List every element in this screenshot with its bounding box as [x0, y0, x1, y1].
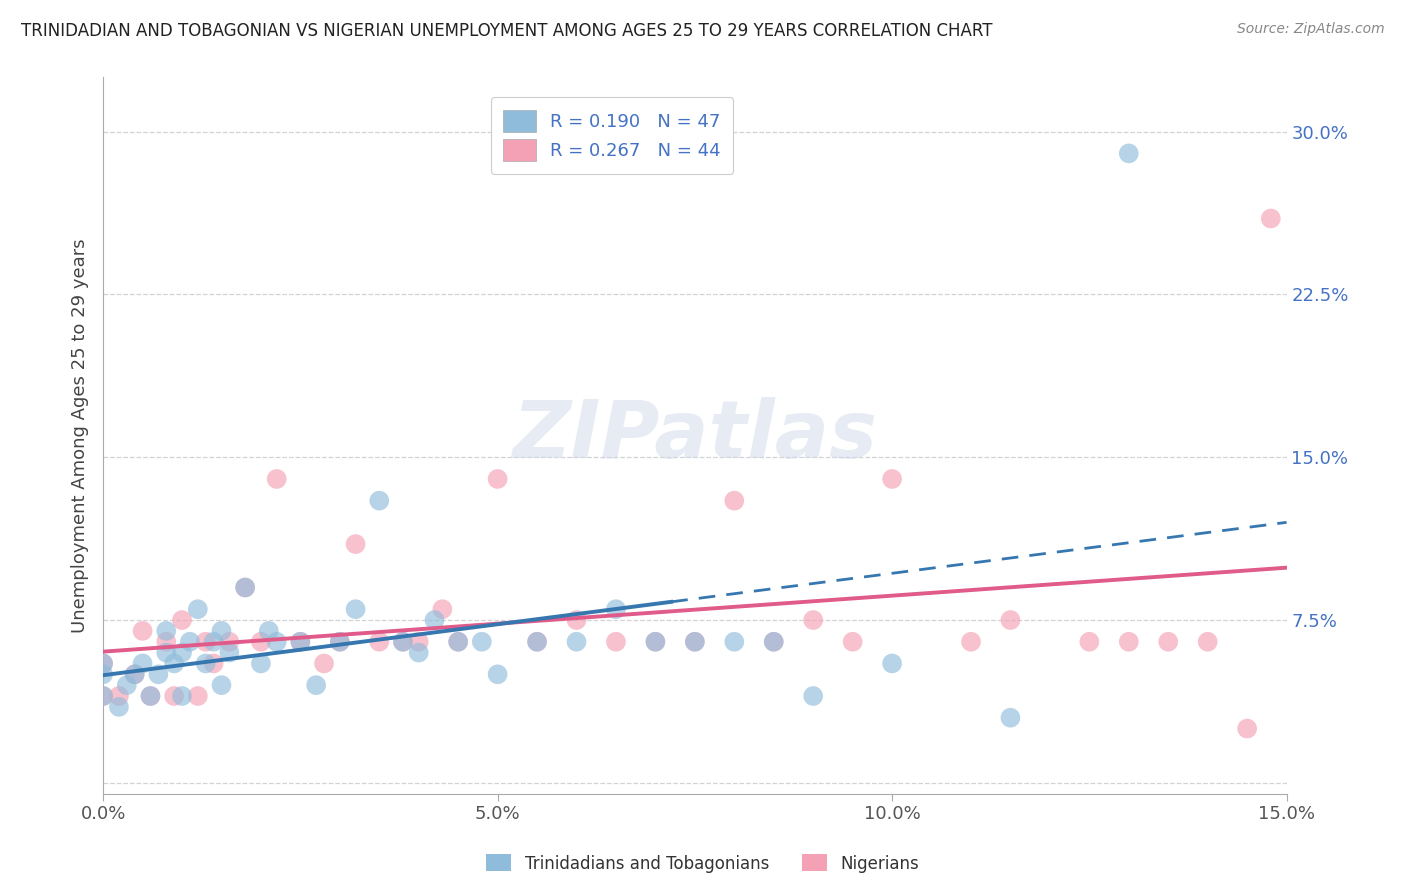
Point: [486, 667, 509, 681]
Legend: Trinidadians and Tobagonians, Nigerians: Trinidadians and Tobagonians, Nigerians: [479, 847, 927, 880]
Point: [170, 613, 193, 627]
Point: [329, 634, 352, 648]
Point: [290, 634, 312, 648]
Legend: R = 0.190   N = 47, R = 0.267   N = 44: R = 0.190 N = 47, R = 0.267 N = 44: [491, 97, 734, 174]
Point: [194, 657, 217, 671]
Point: [218, 646, 240, 660]
Point: [880, 472, 903, 486]
Point: [368, 634, 391, 648]
Point: [91, 689, 114, 703]
Point: [233, 581, 256, 595]
Point: [344, 537, 367, 551]
Point: [408, 634, 430, 648]
Text: ZIPatlas: ZIPatlas: [512, 397, 877, 475]
Point: [1078, 634, 1101, 648]
Point: [187, 689, 209, 703]
Point: [1197, 634, 1219, 648]
Point: [423, 613, 446, 627]
Text: Source: ZipAtlas.com: Source: ZipAtlas.com: [1237, 22, 1385, 37]
Point: [194, 634, 217, 648]
Point: [683, 634, 706, 648]
Point: [211, 624, 233, 638]
Point: [801, 689, 824, 703]
Point: [526, 634, 548, 648]
Point: [486, 472, 509, 486]
Point: [801, 613, 824, 627]
Point: [108, 699, 131, 714]
Point: [131, 657, 153, 671]
Point: [91, 657, 114, 671]
Point: [139, 689, 162, 703]
Point: [250, 657, 273, 671]
Point: [170, 646, 193, 660]
Point: [1000, 613, 1022, 627]
Point: [841, 634, 863, 648]
Point: [155, 634, 177, 648]
Point: [250, 634, 273, 648]
Point: [187, 602, 209, 616]
Point: [605, 602, 627, 616]
Point: [1236, 722, 1258, 736]
Point: [155, 624, 177, 638]
Point: [305, 678, 328, 692]
Point: [179, 634, 201, 648]
Point: [880, 657, 903, 671]
Point: [392, 634, 415, 648]
Point: [91, 689, 114, 703]
Text: TRINIDADIAN AND TOBAGONIAN VS NIGERIAN UNEMPLOYMENT AMONG AGES 25 TO 29 YEARS CO: TRINIDADIAN AND TOBAGONIAN VS NIGERIAN U…: [21, 22, 993, 40]
Point: [202, 634, 225, 648]
Point: [565, 634, 588, 648]
Point: [644, 634, 666, 648]
Point: [762, 634, 785, 648]
Point: [723, 493, 745, 508]
Point: [290, 634, 312, 648]
Point: [1118, 146, 1140, 161]
Point: [605, 634, 627, 648]
Point: [329, 634, 352, 648]
Point: [91, 667, 114, 681]
Point: [148, 667, 170, 681]
Point: [1260, 211, 1282, 226]
Point: [163, 689, 186, 703]
Point: [471, 634, 494, 648]
Point: [1000, 711, 1022, 725]
Point: [124, 667, 146, 681]
Point: [108, 689, 131, 703]
Point: [1118, 634, 1140, 648]
Point: [266, 472, 288, 486]
Y-axis label: Unemployment Among Ages 25 to 29 years: Unemployment Among Ages 25 to 29 years: [72, 238, 89, 632]
Point: [218, 634, 240, 648]
Point: [115, 678, 138, 692]
Point: [266, 634, 288, 648]
Point: [170, 689, 193, 703]
Point: [723, 634, 745, 648]
Point: [526, 634, 548, 648]
Point: [211, 678, 233, 692]
Point: [124, 667, 146, 681]
Point: [312, 657, 335, 671]
Point: [344, 602, 367, 616]
Point: [447, 634, 470, 648]
Point: [565, 613, 588, 627]
Point: [960, 634, 983, 648]
Point: [1157, 634, 1180, 648]
Point: [368, 493, 391, 508]
Point: [131, 624, 153, 638]
Point: [139, 689, 162, 703]
Point: [644, 634, 666, 648]
Point: [257, 624, 280, 638]
Point: [762, 634, 785, 648]
Point: [202, 657, 225, 671]
Point: [683, 634, 706, 648]
Point: [432, 602, 454, 616]
Point: [155, 646, 177, 660]
Point: [91, 657, 114, 671]
Point: [408, 646, 430, 660]
Point: [233, 581, 256, 595]
Point: [447, 634, 470, 648]
Point: [163, 657, 186, 671]
Point: [392, 634, 415, 648]
